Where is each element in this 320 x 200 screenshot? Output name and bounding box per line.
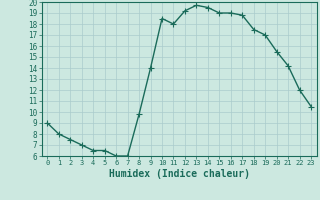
X-axis label: Humidex (Indice chaleur): Humidex (Indice chaleur) [109,169,250,179]
